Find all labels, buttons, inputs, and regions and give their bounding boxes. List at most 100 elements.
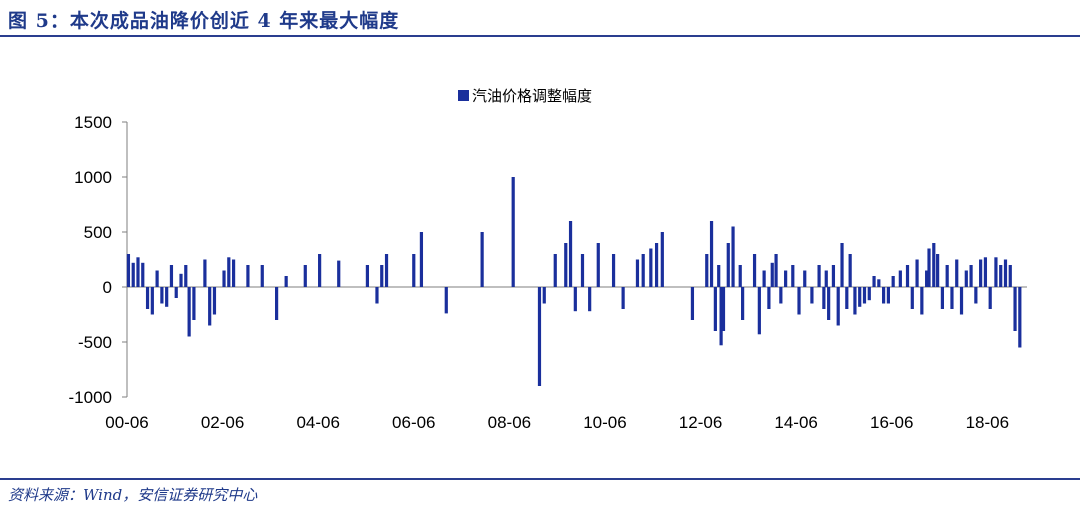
bar <box>126 254 131 287</box>
bar <box>872 276 876 287</box>
bar <box>936 254 940 287</box>
y-axis-ticks: 1500 1000 500 0 -500 -1000 <box>69 113 127 407</box>
bar <box>797 287 801 315</box>
legend-label: 汽油价格调整幅度 <box>472 87 592 105</box>
bar <box>179 273 183 287</box>
bar <box>231 259 236 287</box>
bar <box>994 257 998 287</box>
bar <box>945 265 949 287</box>
bar <box>649 248 653 287</box>
bar <box>927 248 931 287</box>
bar <box>836 287 840 326</box>
bar <box>955 259 959 287</box>
footer-rule <box>0 478 1080 480</box>
bar <box>741 287 745 320</box>
bar <box>845 287 849 309</box>
y-tick-label: -500 <box>78 333 112 352</box>
bar <box>862 287 867 304</box>
chart-axes <box>126 122 1027 397</box>
bar <box>227 257 231 287</box>
bar <box>150 287 154 315</box>
bar <box>969 265 973 287</box>
bar <box>564 243 568 287</box>
bar <box>337 260 341 287</box>
x-tick-label: 14-06 <box>774 413 817 432</box>
bar <box>222 270 226 287</box>
bar <box>1008 265 1012 287</box>
x-tick-label: 16-06 <box>870 413 913 432</box>
bar <box>580 254 585 287</box>
source-note: 资料来源：Wind，安信证券研究中心 <box>8 486 258 504</box>
bar <box>419 232 424 287</box>
x-tick-label: 12-06 <box>679 413 722 432</box>
bar <box>731 226 735 287</box>
bar <box>848 254 852 287</box>
y-tick-label: 1500 <box>74 113 112 132</box>
bar <box>444 287 448 314</box>
bar <box>160 287 164 304</box>
bar <box>920 287 924 315</box>
bar <box>641 254 645 287</box>
bar <box>757 287 761 335</box>
y-tick-label: 0 <box>103 278 112 297</box>
bar <box>1003 259 1008 287</box>
bar <box>553 254 557 287</box>
bar <box>979 259 983 287</box>
bar <box>964 270 968 287</box>
bar <box>770 262 774 287</box>
bar <box>719 287 723 346</box>
bar <box>717 265 721 287</box>
bar <box>208 287 212 326</box>
bar <box>784 270 788 287</box>
bar <box>910 287 914 309</box>
bar <box>840 243 844 287</box>
header-rule <box>0 35 1080 37</box>
y-tick-label: -1000 <box>69 388 112 407</box>
bar <box>721 287 726 331</box>
bar <box>738 265 742 287</box>
x-tick-label: 02-06 <box>201 413 244 432</box>
bar <box>709 221 714 287</box>
bar <box>959 287 964 315</box>
bar <box>853 287 857 315</box>
bar <box>145 287 150 309</box>
bar <box>136 257 140 287</box>
x-axis-ticks: 00-06 02-06 04-06 06-06 08-06 10-06 12-06 14-06… <box>105 413 1009 432</box>
bar <box>380 265 384 287</box>
bar <box>384 254 389 287</box>
bar <box>767 287 771 309</box>
x-tick-label: 10-06 <box>583 413 626 432</box>
bar <box>596 243 600 287</box>
bar <box>635 259 640 287</box>
bar <box>905 265 910 287</box>
bar <box>212 287 217 315</box>
bar <box>203 259 207 287</box>
bar <box>891 276 895 287</box>
bar <box>774 254 778 287</box>
bar <box>999 265 1003 287</box>
bar <box>915 259 919 287</box>
bar <box>925 270 929 287</box>
bar <box>275 287 279 320</box>
bar <box>713 287 717 331</box>
bar <box>165 287 169 307</box>
x-tick-label: 08-06 <box>488 413 531 432</box>
bar <box>932 243 936 287</box>
bar-chart: 1500 1000 500 0 -500 -1000 00-06 02-06 04-06 06-… <box>69 87 1027 432</box>
bar <box>621 287 625 309</box>
bar <box>974 287 978 304</box>
bar <box>877 279 881 287</box>
bar <box>192 287 196 320</box>
bar <box>858 287 862 307</box>
bar <box>726 243 730 287</box>
bar <box>365 265 370 287</box>
bar <box>824 270 828 287</box>
bar <box>246 265 250 287</box>
bar <box>983 257 988 287</box>
legend-swatch <box>458 90 469 101</box>
bar <box>480 232 484 287</box>
bar <box>690 287 695 320</box>
bar <box>1013 287 1017 331</box>
bar <box>705 254 709 287</box>
legend: 汽油价格调整幅度 <box>458 87 592 105</box>
